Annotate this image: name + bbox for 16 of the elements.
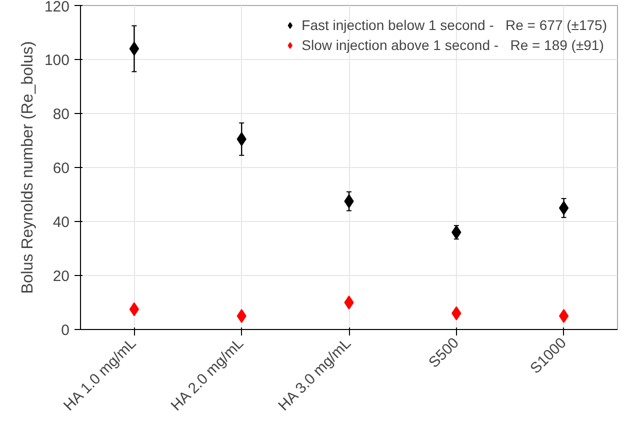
y-tick-label: 80 (52, 106, 70, 123)
point (129, 42, 140, 56)
point (236, 309, 246, 323)
point (558, 201, 569, 215)
legend-label: Fast injection below 1 second - Re = 677 (±175) (302, 17, 607, 33)
y-axis-title: Bolus Reynolds number (Re_bolus) (19, 41, 36, 294)
y-tick-label: 100 (44, 52, 70, 69)
y-tick-label: 0 (61, 322, 70, 339)
point (344, 296, 354, 310)
y-tick-label: 40 (52, 214, 70, 231)
legend-label: Slow injection above 1 second - Re = 189 (±91) (302, 37, 604, 53)
point (129, 302, 140, 316)
y-tick-label: 20 (52, 268, 70, 285)
point (558, 309, 569, 323)
y-tick-label: 120 (44, 0, 70, 16)
y-tick-label: 60 (52, 160, 70, 177)
